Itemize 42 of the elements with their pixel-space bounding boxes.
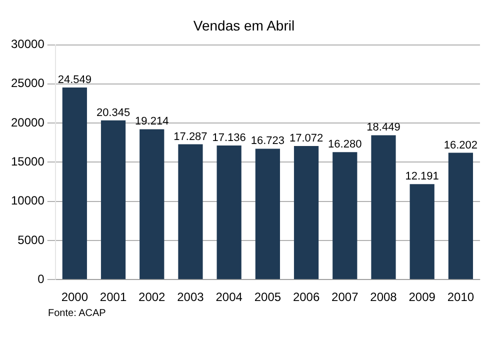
y-tick-label: 15000 bbox=[10, 154, 45, 169]
bar bbox=[371, 135, 396, 280]
bar bbox=[62, 87, 87, 280]
x-tick-label: 2006 bbox=[292, 290, 320, 304]
data-label: 20.345 bbox=[96, 106, 130, 119]
data-label: 16.202 bbox=[444, 139, 478, 152]
bar bbox=[140, 129, 164, 280]
y-tick-label: 25000 bbox=[10, 76, 45, 90]
data-label: 17.287 bbox=[174, 130, 208, 143]
x-tick-label: 2003 bbox=[177, 290, 204, 304]
data-label: 12.191 bbox=[405, 170, 439, 183]
bar bbox=[255, 148, 280, 280]
chart-title: Vendas em Abril bbox=[193, 17, 295, 34]
y-tick-label: 10000 bbox=[10, 194, 45, 208]
bar bbox=[332, 152, 358, 280]
bar bbox=[410, 184, 434, 280]
bar bbox=[100, 120, 126, 280]
data-label: 16.723 bbox=[250, 135, 285, 148]
bar bbox=[216, 145, 242, 280]
x-tick-label: 2000 bbox=[61, 290, 88, 304]
x-tick-label: 2007 bbox=[332, 290, 359, 304]
bar bbox=[294, 146, 319, 280]
data-label: 18.449 bbox=[366, 122, 400, 134]
x-tick-label: 2010 bbox=[447, 290, 474, 304]
y-tick-label: 5000 bbox=[18, 232, 45, 247]
x-tick-label: 2009 bbox=[408, 290, 436, 304]
data-label: 19.214 bbox=[135, 116, 169, 128]
data-label: 17.136 bbox=[212, 132, 246, 144]
x-tick-label: 2008 bbox=[370, 290, 398, 304]
x-tick-label: 2002 bbox=[138, 290, 166, 304]
data-label: 24.549 bbox=[58, 74, 92, 86]
data-label: 16.280 bbox=[328, 138, 362, 151]
y-tick-label: 0 bbox=[38, 272, 45, 286]
y-tick-label: 30000 bbox=[10, 37, 45, 52]
x-tick-label: 2004 bbox=[216, 290, 243, 304]
source-note: Fonte: ACAP bbox=[48, 308, 107, 319]
bar bbox=[178, 144, 203, 280]
bar bbox=[448, 152, 474, 280]
y-tick-label: 20000 bbox=[10, 115, 45, 130]
x-tick-label: 2001 bbox=[100, 290, 127, 304]
x-tick-label: 2005 bbox=[254, 290, 282, 304]
data-label: 17.072 bbox=[289, 132, 324, 145]
